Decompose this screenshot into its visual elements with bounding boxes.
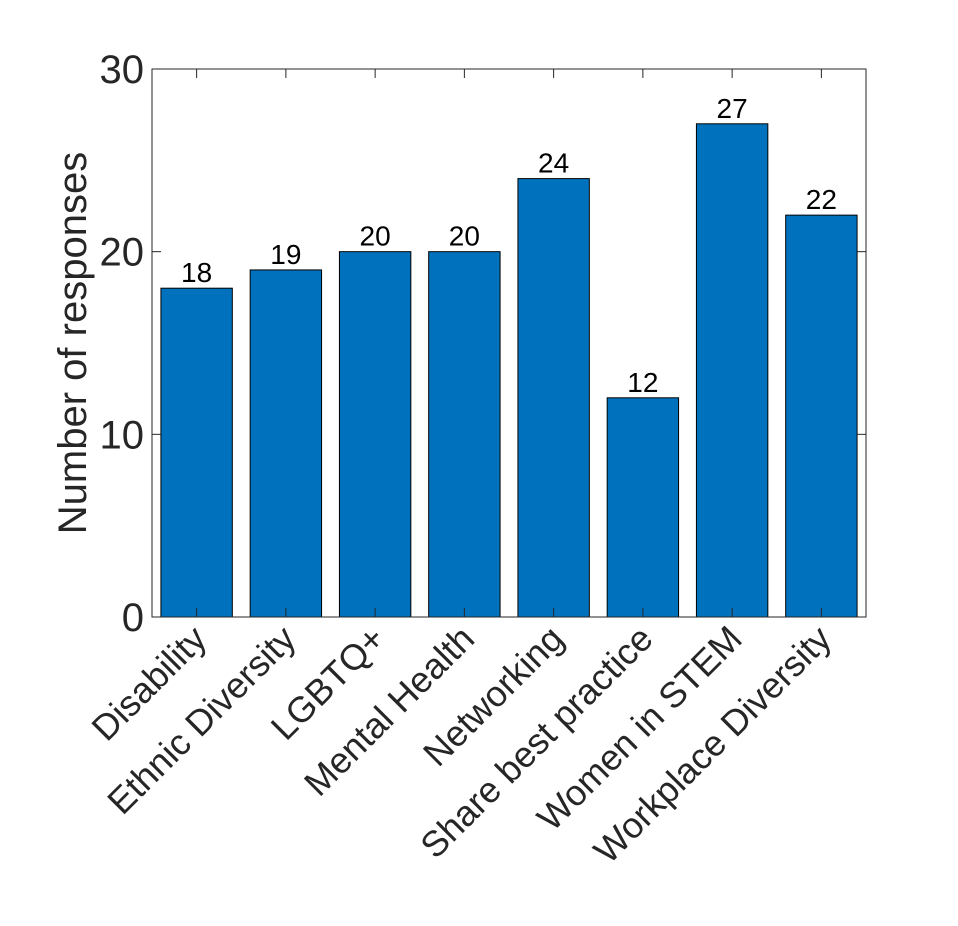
bar-4	[517, 178, 590, 618]
bar-7	[785, 214, 858, 618]
bar-6	[695, 123, 769, 618]
y-tick-label-3: 30	[100, 48, 145, 92]
bars-group	[160, 123, 858, 618]
bar-5	[606, 397, 680, 618]
data-label-3: 20	[449, 221, 480, 252]
data-label-7: 22	[806, 184, 837, 215]
bar-1	[249, 269, 323, 618]
data-label-6: 27	[717, 93, 748, 124]
y-axis-label: Number of responses	[51, 152, 95, 534]
y-axis-ticks: 0 10 20 30	[100, 48, 866, 640]
data-label-1: 19	[270, 239, 301, 270]
bar-2	[338, 251, 412, 618]
data-label-4: 24	[538, 148, 569, 179]
data-labels-group: 18 19 20 20 24 12 27 22	[181, 93, 837, 398]
y-tick-label-0: 0	[122, 596, 144, 640]
axes-box	[151, 68, 867, 618]
bar-3	[428, 251, 501, 618]
y-tick-label-1: 10	[100, 413, 145, 457]
data-label-5: 12	[627, 367, 658, 398]
data-label-0: 18	[181, 257, 212, 288]
bar-0	[160, 287, 233, 618]
data-label-2: 20	[360, 221, 391, 252]
y-tick-label-2: 20	[100, 231, 145, 275]
